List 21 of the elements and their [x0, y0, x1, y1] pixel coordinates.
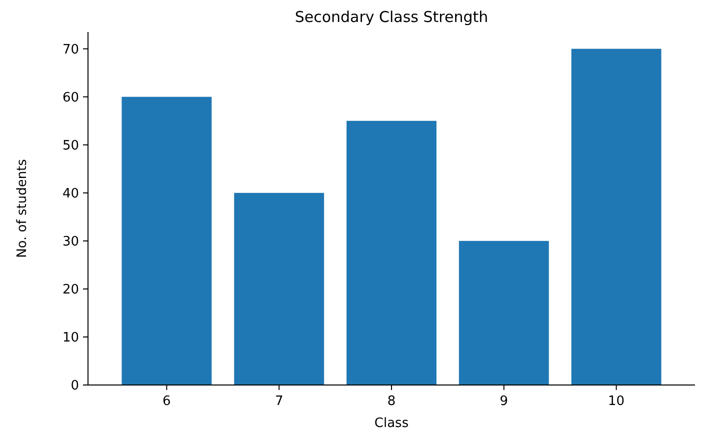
y-tick-label: 70	[62, 42, 79, 58]
bar	[122, 96, 212, 385]
x-tick-label: 6	[162, 394, 171, 409]
y-tick-label: 20	[62, 282, 79, 298]
y-tick-label: 0	[70, 378, 79, 394]
y-tick-label: 10	[62, 330, 79, 346]
y-tick-label: 40	[62, 186, 79, 202]
bar	[234, 192, 324, 385]
x-tick-label: 8	[387, 394, 396, 409]
bar	[571, 48, 662, 385]
y-tick-label: 50	[62, 138, 79, 154]
y-axis-title: No. of students	[15, 158, 30, 258]
x-axis-title: Class	[374, 416, 409, 431]
bar	[346, 120, 436, 385]
x-tick-label: 7	[274, 394, 284, 409]
bar	[458, 240, 549, 385]
y-tick-label: 30	[62, 234, 79, 250]
x-tick-label: 10	[608, 394, 625, 409]
chart-title: Secondary Class Strength	[294, 8, 488, 26]
y-tick-label: 60	[62, 90, 79, 106]
x-tick-label: 9	[500, 394, 508, 409]
